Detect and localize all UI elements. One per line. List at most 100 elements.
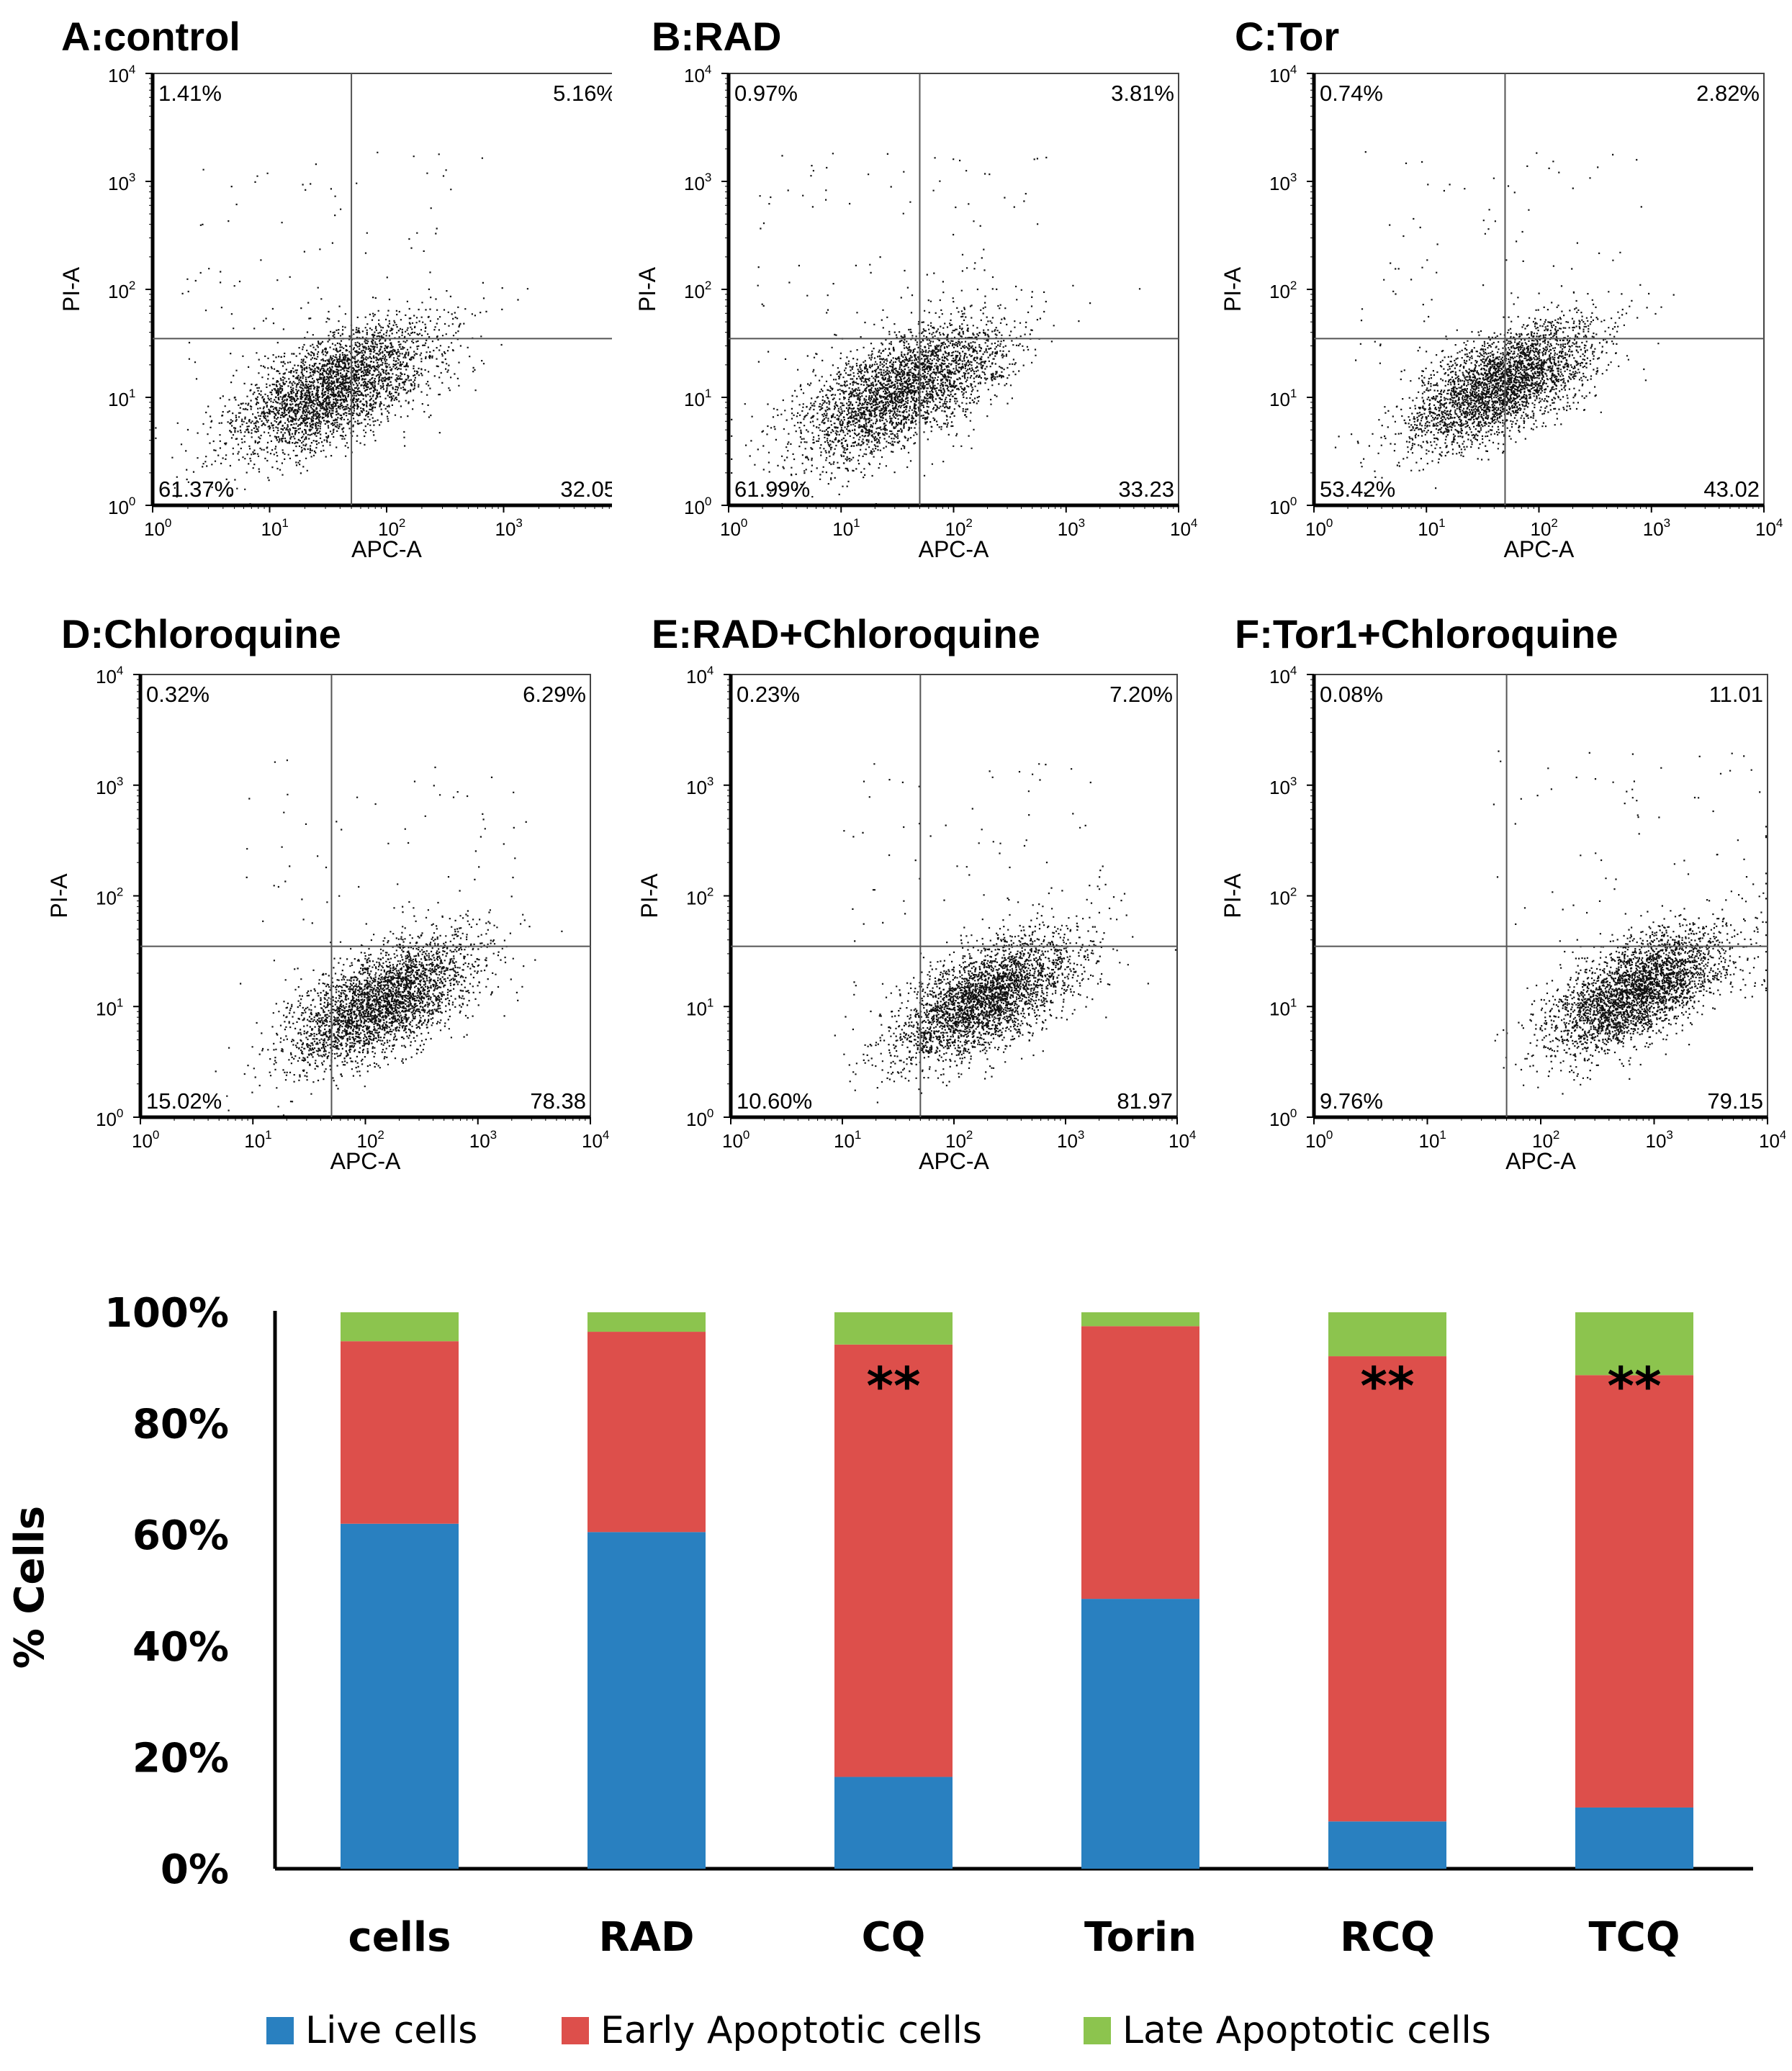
y-tick-exponent: 1 <box>705 387 711 400</box>
x-tick-exponent: 2 <box>1551 516 1557 530</box>
bar-segment <box>341 1312 459 1342</box>
y-tick-label: 60% <box>132 1512 229 1559</box>
significance-annotation: ** <box>1360 1356 1414 1417</box>
significance-annotation: ** <box>866 1356 920 1417</box>
y-axis-label: PI-A <box>634 266 660 312</box>
panel-title: E:RAD+Chloroquine <box>652 611 1040 657</box>
category-label: RCQ <box>1340 1914 1435 1961</box>
y-axis-label: PI-A <box>1220 873 1246 919</box>
quadrant-upper-left-label: 0.97% <box>734 81 798 106</box>
x-tick-label: 100 <box>144 516 171 540</box>
y-tick-label: 101 <box>684 387 711 410</box>
x-tick-exponent: 3 <box>1664 516 1670 530</box>
y-tick-label: 104 <box>108 63 135 86</box>
scatter-panel-f: F:Tor1+Chloroquine 100 100 101 101 102 102 103… <box>1195 605 1786 1181</box>
x-tick-exponent: 1 <box>1439 1128 1446 1142</box>
x-tick-exponent: 2 <box>1553 1128 1559 1142</box>
x-axis-label: APC-A <box>351 536 422 562</box>
x-tick-exponent: 0 <box>153 1128 159 1142</box>
y-tick-label: 102 <box>108 279 135 302</box>
x-tick-exponent: 4 <box>603 1128 609 1142</box>
y-tick-exponent: 2 <box>117 885 123 899</box>
bar-segment <box>341 1341 459 1524</box>
x-tick-exponent: 0 <box>743 1128 749 1142</box>
quadrant-lower-left-label: 15.02% <box>146 1088 222 1114</box>
y-tick-exponent: 2 <box>705 279 711 292</box>
y-tick-exponent: 3 <box>1290 775 1297 788</box>
y-tick-exponent: 2 <box>129 279 135 292</box>
x-tick-label: 101 <box>1418 516 1445 540</box>
y-tick-exponent: 1 <box>1290 996 1297 1009</box>
quadrant-upper-right-label: 6.29% <box>523 682 586 707</box>
y-tick-label: 101 <box>686 996 713 1019</box>
y-axis-label: PI-A <box>636 873 662 919</box>
y-tick-label: 100 <box>108 495 135 518</box>
y-tick-label: 104 <box>96 664 123 687</box>
x-tick-label: 104 <box>1170 516 1197 540</box>
bar-segment <box>587 1532 706 1869</box>
plot-frame <box>1313 73 1765 506</box>
y-tick-label: 101 <box>108 387 135 410</box>
event-dots <box>215 759 563 1116</box>
x-tick-exponent: 0 <box>1326 1128 1333 1142</box>
legend-label: Early Apoptotic cells <box>600 2009 982 2052</box>
quadrant-upper-left-label: 0.08% <box>1320 682 1383 707</box>
category-label: RAD <box>599 1914 695 1961</box>
y-tick-label: 102 <box>686 885 713 909</box>
y-tick-label: 103 <box>1269 775 1297 798</box>
quadrant-lower-left-label: 9.76% <box>1320 1088 1383 1114</box>
y-axis-label: PI-A <box>58 266 84 312</box>
events <box>1492 750 1768 1095</box>
event-dots <box>1334 151 1675 494</box>
y-tick-exponent: 2 <box>1290 885 1297 899</box>
quadrant-lower-right-label: 81.97 <box>1117 1088 1173 1114</box>
events <box>215 759 563 1116</box>
quadrant-upper-right-label: 3.81% <box>1111 81 1174 106</box>
scatter-panel-c: C:Tor 100 100 101 101 102 102 103 103 104 104 APC-… <box>1195 7 1786 583</box>
x-tick-label: 103 <box>1643 516 1670 540</box>
x-axis-label: APC-A <box>330 1148 401 1174</box>
x-tick-exponent: 3 <box>515 516 522 530</box>
bar-segment <box>834 1312 953 1345</box>
category-label: TCQ <box>1589 1914 1680 1961</box>
x-tick-label: 101 <box>834 1128 861 1152</box>
y-tick-exponent: 4 <box>129 63 135 76</box>
quadrant-upper-right-label: 11.01 <box>1709 682 1763 707</box>
quadrant-upper-right-label: 5.16% <box>553 81 612 106</box>
y-axis-label: % Cells <box>6 1506 53 1669</box>
y-tick-exponent: 1 <box>117 996 123 1009</box>
x-tick-exponent: 2 <box>966 1128 973 1142</box>
bar-segment <box>1328 1821 1446 1869</box>
plot-frame <box>152 73 612 506</box>
x-tick-exponent: 0 <box>165 516 171 530</box>
x-tick-exponent: 4 <box>1780 1128 1786 1142</box>
panel-title: B:RAD <box>652 14 782 59</box>
y-tick-label: 103 <box>1269 171 1297 194</box>
y-tick-label: 103 <box>686 775 713 798</box>
quadrant-upper-right-label: 7.20% <box>1109 682 1173 707</box>
y-tick-label: 100 <box>96 1106 123 1130</box>
quadrant-lower-right-label: 43.02 <box>1703 477 1760 502</box>
x-tick-label: 103 <box>1058 516 1085 540</box>
y-tick-label: 40% <box>132 1624 229 1671</box>
x-tick-exponent: 3 <box>1078 1128 1084 1142</box>
y-tick-label: 100 <box>686 1106 713 1130</box>
stacked-bar-chart: 0% 20% 40% 60% 80% 100% % Cells cells RAD CQ ** Tor… <box>6 1290 1753 2052</box>
y-tick-exponent: 0 <box>1290 495 1297 508</box>
x-axis-label: APC-A <box>919 1148 989 1174</box>
x-tick-label: 104 <box>1755 516 1783 540</box>
x-tick-exponent: 1 <box>265 1128 271 1142</box>
x-tick-exponent: 4 <box>1189 1128 1196 1142</box>
y-tick-label: 100 <box>1269 1106 1297 1130</box>
y-tick-label: 100% <box>104 1290 229 1337</box>
bar-segment <box>1575 1375 1693 1808</box>
event-dots <box>834 763 1177 1104</box>
event-dots <box>155 151 529 505</box>
x-axis-label: APC-A <box>1505 1148 1576 1174</box>
quadrant-upper-left-label: 1.41% <box>158 81 222 106</box>
plot-frame <box>140 674 591 1118</box>
y-tick-label: 104 <box>1269 664 1297 687</box>
y-tick-exponent: 3 <box>129 171 135 184</box>
x-tick-label: 101 <box>261 516 289 540</box>
y-tick-exponent: 4 <box>707 664 713 677</box>
